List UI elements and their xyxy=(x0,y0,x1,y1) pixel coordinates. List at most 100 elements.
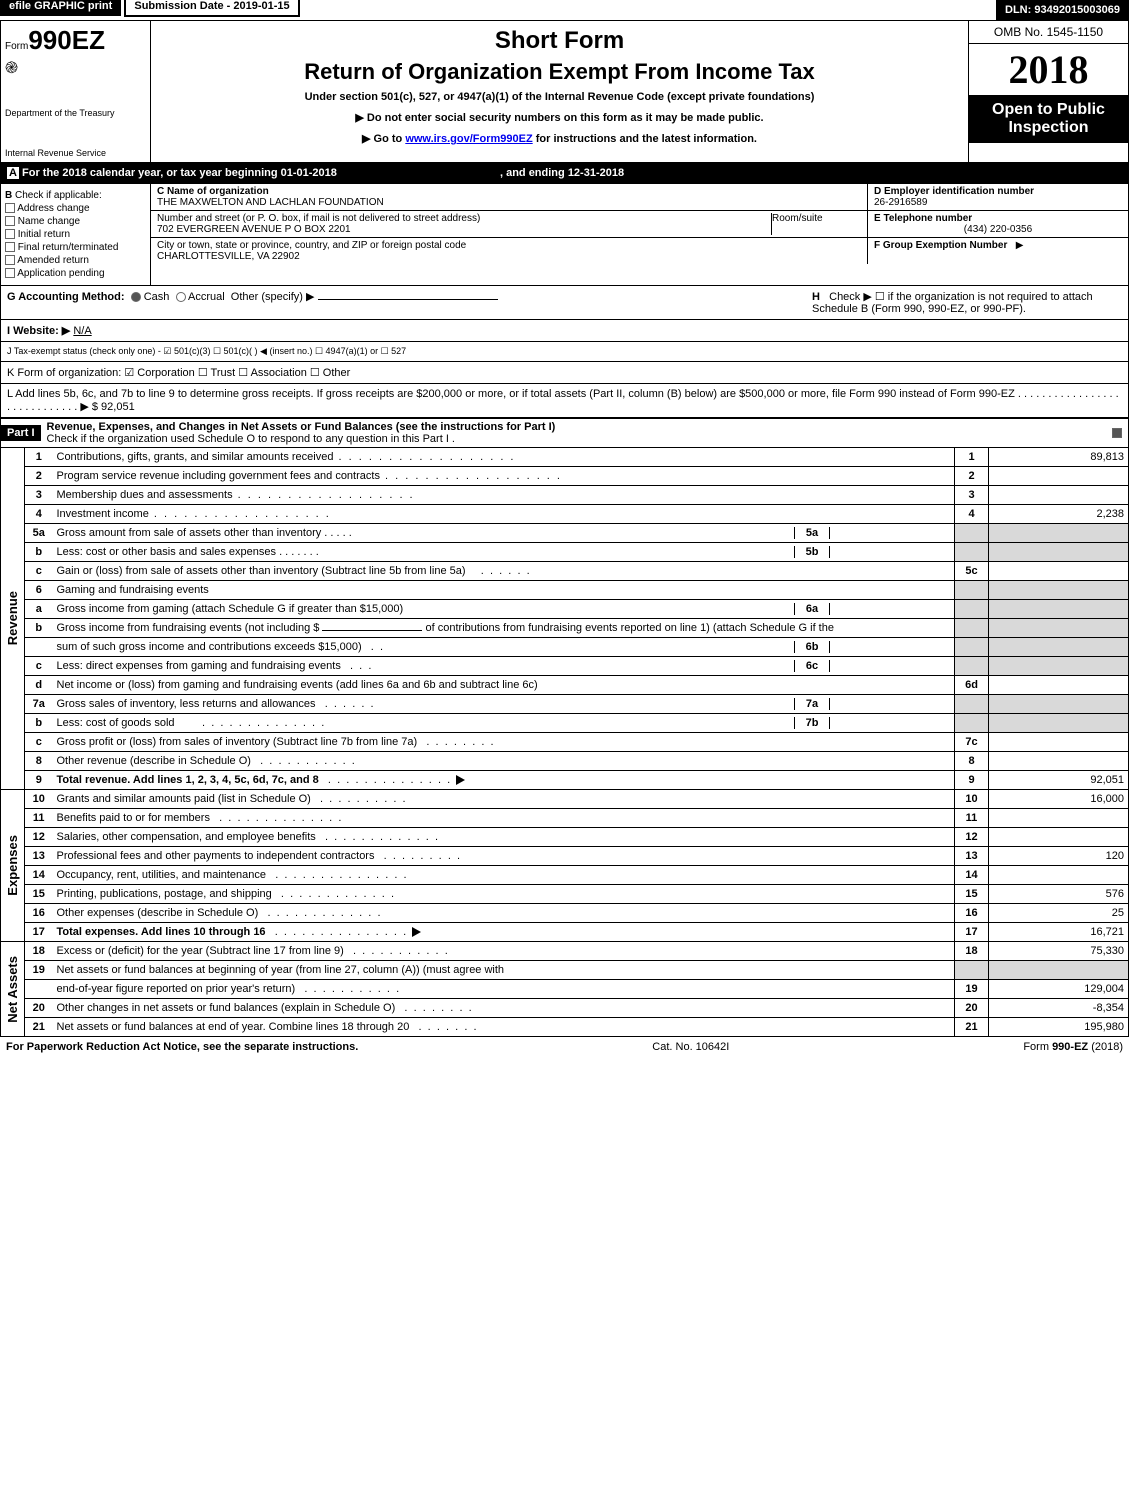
b-pending: Application pending xyxy=(17,268,104,279)
amt-value xyxy=(989,562,1129,581)
part-1-title: Revenue, Expenses, and Changes in Net As… xyxy=(41,419,1112,447)
b-address: Address change xyxy=(17,203,89,214)
line-number xyxy=(25,638,53,657)
footer-left: For Paperwork Reduction Act Notice, see … xyxy=(6,1041,358,1053)
g-other-input[interactable] xyxy=(318,299,498,300)
efile-print-button[interactable]: efile GRAPHIC print xyxy=(0,0,121,16)
city-label: City or town, state or province, country… xyxy=(157,240,861,251)
expenses-section-label: Expenses xyxy=(1,790,25,942)
omb-number: OMB No. 1545-1150 xyxy=(969,21,1128,44)
b-initial: Initial return xyxy=(18,229,70,240)
amt-num xyxy=(955,581,989,600)
line-number: c xyxy=(25,733,53,752)
sub-num: 6b xyxy=(794,641,830,653)
line-k: K Form of organization: ☑ Corporation ☐ … xyxy=(0,362,1129,384)
line-number: 4 xyxy=(25,505,53,524)
amt-value xyxy=(989,809,1129,828)
irs-label: Internal Revenue Service xyxy=(5,148,146,158)
table-row: 16 Other expenses (describe in Schedule … xyxy=(1,904,1129,923)
line-number: b xyxy=(25,619,53,638)
table-row: 13 Professional fees and other payments … xyxy=(1,847,1129,866)
line-desc: Occupancy, rent, utilities, and maintena… xyxy=(53,866,955,885)
line-number: 9 xyxy=(25,771,53,790)
irs-link[interactable]: www.irs.gov/Form990EZ xyxy=(405,133,532,145)
part-1-header: Part I Revenue, Expenses, and Changes in… xyxy=(0,418,1129,448)
sub-amt xyxy=(830,527,950,539)
line-number: 20 xyxy=(25,999,53,1018)
radio-accrual[interactable] xyxy=(176,292,186,302)
line-6b-blank[interactable] xyxy=(322,630,422,631)
amt-value: 16,721 xyxy=(989,923,1129,942)
amt-value: 25 xyxy=(989,904,1129,923)
amt-num: 10 xyxy=(955,790,989,809)
amt-value xyxy=(989,467,1129,486)
line-number: 6 xyxy=(25,581,53,600)
amt-value xyxy=(989,524,1129,543)
line-desc: Total revenue. Add lines 1, 2, 3, 4, 5c,… xyxy=(53,771,955,790)
line-number: 11 xyxy=(25,809,53,828)
sub-amt xyxy=(830,603,950,615)
street-label: Number and street (or P. O. box, if mail… xyxy=(157,213,771,224)
cb-amended-return[interactable] xyxy=(5,255,15,265)
line-a-pre: For the 2018 calendar year, or tax year … xyxy=(22,167,281,179)
table-row: 8 Other revenue (describe in Schedule O)… xyxy=(1,752,1129,771)
amt-value xyxy=(989,581,1129,600)
line-desc: Gross amount from sale of assets other t… xyxy=(53,524,955,543)
amt-num: 1 xyxy=(955,448,989,467)
sub-num: 6c xyxy=(794,660,830,672)
line-desc: Other changes in net assets or fund bala… xyxy=(53,999,955,1018)
cb-initial-return[interactable] xyxy=(5,229,15,239)
table-row: 7a Gross sales of inventory, less return… xyxy=(1,695,1129,714)
table-row: Net Assets 18 Excess or (deficit) for th… xyxy=(1,942,1129,961)
amt-value: 16,000 xyxy=(989,790,1129,809)
arrow-icon xyxy=(412,927,421,937)
line-desc: Printing, publications, postage, and shi… xyxy=(53,885,955,904)
amt-num: 4 xyxy=(955,505,989,524)
amt-value: -8,354 xyxy=(989,999,1129,1018)
table-row: c Gain or (loss) from sale of assets oth… xyxy=(1,562,1129,581)
line-a-begin: 01-01-2018 xyxy=(281,167,337,179)
header-right: OMB No. 1545-1150 2018 Open to Public In… xyxy=(968,21,1128,162)
line-desc: end-of-year figure reported on prior yea… xyxy=(53,980,955,999)
amt-num xyxy=(955,543,989,562)
website-value: N/A xyxy=(73,325,91,337)
line-number xyxy=(25,980,53,999)
line-number: a xyxy=(25,600,53,619)
sub-num: 5a xyxy=(794,527,830,539)
ein-value: 26-2916589 xyxy=(874,197,1122,208)
f-label: F Group Exemption Number xyxy=(874,240,1007,251)
line-number: 5a xyxy=(25,524,53,543)
line-desc: Gross profit or (loss) from sales of inv… xyxy=(53,733,955,752)
cb-final-return[interactable] xyxy=(5,242,15,252)
amt-value xyxy=(989,657,1129,676)
form-number: 990EZ xyxy=(28,25,105,55)
cb-name-change[interactable] xyxy=(5,216,15,226)
radio-cash[interactable] xyxy=(131,292,141,302)
b-label: Check if applicable: xyxy=(15,190,102,201)
line-i: I Website: ▶ N/A xyxy=(0,320,1129,342)
sub-num: 5b xyxy=(794,546,830,558)
line-desc: Salaries, other compensation, and employ… xyxy=(53,828,955,847)
sub-amt xyxy=(830,641,950,653)
revenue-section-label: Revenue xyxy=(1,448,25,790)
part-1-checkbox[interactable] xyxy=(1112,428,1122,438)
line-number: 16 xyxy=(25,904,53,923)
table-row: b Gross income from fundraising events (… xyxy=(1,619,1129,638)
table-row: b Less: cost or other basis and sales ex… xyxy=(1,543,1129,562)
cb-application-pending[interactable] xyxy=(5,268,15,278)
amt-num: 2 xyxy=(955,467,989,486)
cb-address-change[interactable] xyxy=(5,203,15,213)
table-row: c Gross profit or (loss) from sales of i… xyxy=(1,733,1129,752)
table-row: d Net income or (loss) from gaming and f… xyxy=(1,676,1129,695)
line-a-mid: , and ending xyxy=(500,167,568,179)
amt-num: 11 xyxy=(955,809,989,828)
line-a-label: A xyxy=(7,167,19,179)
amt-num xyxy=(955,714,989,733)
amt-value: 129,004 xyxy=(989,980,1129,999)
amt-value xyxy=(989,695,1129,714)
amt-value xyxy=(989,486,1129,505)
line-desc: Benefits paid to or for members . . . . … xyxy=(53,809,955,828)
h-text: Check ▶ ☐ if the organization is not req… xyxy=(812,291,1093,315)
part-1-label: Part I xyxy=(1,425,41,441)
footer-mid: Cat. No. 10642I xyxy=(652,1041,729,1053)
